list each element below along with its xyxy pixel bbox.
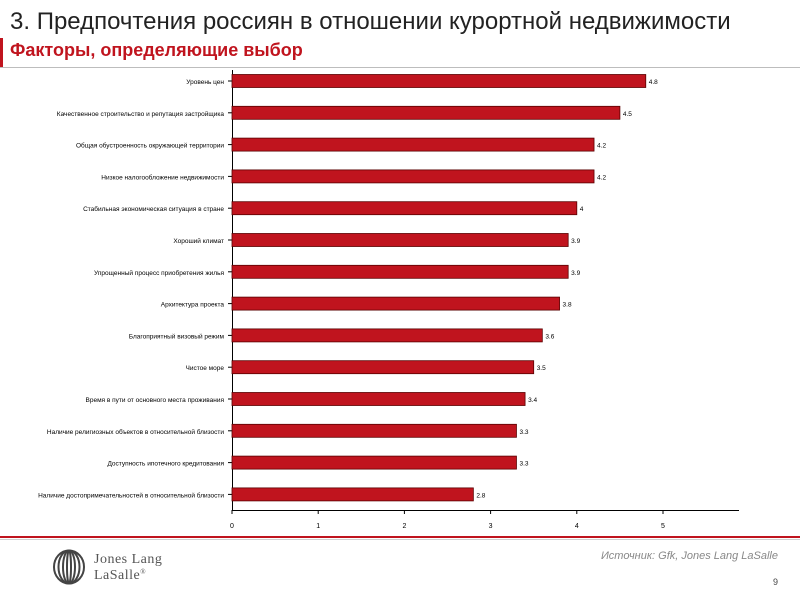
value-label: 3.3 (519, 461, 528, 468)
bar (231, 455, 517, 470)
footer-divider-thin (0, 539, 800, 540)
value-label: 4.5 (623, 111, 632, 118)
footer-divider (0, 536, 800, 538)
bar (231, 74, 647, 88)
logo-text-line1: Jones Lang (94, 552, 163, 567)
category-label: Чистое море (186, 365, 225, 372)
bar (231, 169, 595, 184)
value-label: 3.5 (537, 365, 546, 372)
category-label: Архитектура проекта (161, 302, 225, 309)
value-label: 3.4 (528, 397, 537, 404)
category-label: Качественное строительство и репутация з… (57, 110, 225, 118)
slide-title: 3. Предпочтения россиян в отношении куро… (10, 8, 731, 36)
bar (231, 392, 526, 406)
category-label: Общая обустроенность окружающей территор… (76, 142, 224, 150)
value-label: 4.2 (597, 174, 606, 181)
page-number: 9 (772, 577, 778, 587)
value-label: 3.6 (545, 333, 554, 340)
company-logo: Jones Lang LaSalle® (52, 549, 192, 587)
logo-text-line2-word: LaSalle (94, 568, 141, 583)
slide-header: 3. Предпочтения россиян в отношении куро… (0, 0, 800, 68)
category-label: Наличие религиозных объектов в относител… (47, 428, 224, 436)
bar (231, 296, 560, 311)
value-label: 3.8 (563, 302, 572, 309)
x-tick-label: 4 (575, 523, 579, 530)
logo-trademark: ® (140, 568, 147, 576)
x-tick-label: 3 (489, 523, 493, 530)
globe-logo-icon (53, 549, 85, 585)
value-label: 4.8 (649, 79, 658, 86)
bar-chart: 0 1 2 3 4 5 Уровень цен 4.8 Качественное строите… (0, 68, 800, 536)
value-label: 2.8 (476, 492, 485, 499)
category-label: Упрощенный процесс приобретения жилья (94, 269, 224, 277)
bar (231, 137, 595, 152)
category-label: Время в пути от основного места проживан… (86, 397, 225, 404)
category-label: Уровень цен (186, 79, 224, 86)
bar (231, 233, 569, 247)
category-label: Наличие достопримечательностей в относит… (38, 491, 224, 499)
bar (231, 487, 474, 502)
bar (231, 264, 569, 279)
value-label: 3.9 (571, 270, 580, 277)
slide-subtitle: Факторы, определяющие выбор (10, 40, 303, 60)
bar (231, 105, 621, 120)
x-tick-label: 2 (402, 523, 406, 530)
value-label: 4 (580, 206, 584, 213)
source-note: Источник: Gfk, Jones Lang LaSalle (600, 550, 778, 562)
header-divider (0, 67, 800, 68)
category-label: Стабильная экономическая ситуация в стра… (83, 205, 224, 213)
category-label: Хороший климат (173, 237, 224, 245)
slide-title-number: 3. (10, 8, 31, 35)
x-tick-label: 1 (316, 523, 320, 530)
category-label: Благоприятный визовый режим (129, 332, 225, 340)
subtitle-accent-rule (0, 38, 3, 68)
bar (231, 423, 517, 438)
category-label: Доступность ипотечного кредитования (107, 461, 224, 468)
value-label: 3.3 (519, 429, 528, 436)
category-label: Низкое налогообложение недвижимости (101, 173, 224, 181)
x-tick-label: 0 (230, 523, 234, 530)
x-tick-label: 5 (661, 523, 665, 530)
bar (231, 201, 578, 216)
slide-title-text: Предпочтения россиян в отношении курортн… (36, 8, 731, 35)
logo-text-line2: LaSalle® (94, 568, 146, 584)
bar-chart-svg: 0 1 2 3 4 5 Уровень цен 4.8 Качественное строите… (38, 70, 739, 530)
value-label: 3.9 (571, 238, 580, 245)
value-label: 4.2 (597, 143, 606, 150)
bar (231, 328, 543, 343)
bar (231, 360, 535, 375)
